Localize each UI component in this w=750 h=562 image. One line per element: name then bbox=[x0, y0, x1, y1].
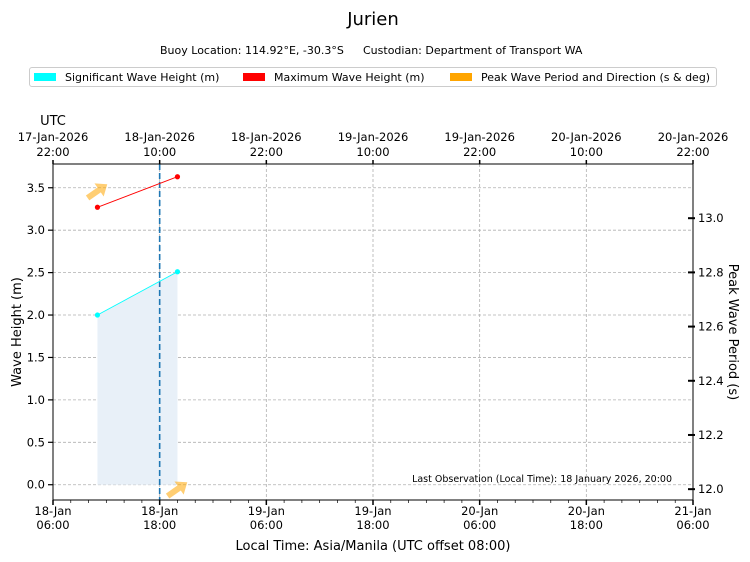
x-tick-time: 18:00 bbox=[356, 518, 389, 532]
direction-arrow bbox=[165, 481, 188, 499]
legend: Significant Wave Height (m) Maximum Wave… bbox=[29, 67, 717, 87]
arrow-shape bbox=[85, 183, 108, 201]
x-tick-date: 18-Jan bbox=[141, 504, 178, 518]
x-tick-time: 06:00 bbox=[250, 518, 283, 532]
legend-item-maximum: Maximum Wave Height (m) bbox=[243, 68, 425, 86]
y-right-tick-label: 12.4 bbox=[698, 374, 724, 388]
y-tick-label: 0.5 bbox=[27, 435, 45, 449]
top-tick-time: 22:00 bbox=[676, 145, 709, 159]
x-tick-date: 19-Jan bbox=[248, 504, 285, 518]
last-observation-annotation: Last Observation (Local Time): 18 Januar… bbox=[412, 474, 672, 485]
legend-item-significant: Significant Wave Height (m) bbox=[34, 68, 219, 86]
y-tick-label: 2.5 bbox=[27, 266, 45, 280]
top-tick-date: 18-Jan-2026 bbox=[231, 130, 302, 144]
top-tick-date: 17-Jan-2026 bbox=[18, 130, 89, 144]
y-right-tick-label: 12.2 bbox=[698, 428, 724, 442]
direction-arrow bbox=[85, 183, 108, 201]
custodian: Custodian: Department of Transport WA bbox=[363, 44, 583, 57]
y-axis-right: 12.0 12.2 12.4 12.6 12.8 13.0 bbox=[688, 211, 724, 496]
arrow-shape bbox=[165, 481, 188, 499]
top-tick-date: 18-Jan-2026 bbox=[124, 130, 195, 144]
top-tick-time: 22:00 bbox=[250, 145, 283, 159]
y-tick-label: 3.0 bbox=[27, 223, 45, 237]
x-tick-time: 06:00 bbox=[676, 518, 709, 532]
legend-label-significant: Significant Wave Height (m) bbox=[65, 70, 220, 84]
y-tick-label: 1.5 bbox=[27, 350, 45, 364]
series-point-0 bbox=[174, 269, 181, 275]
series-layer bbox=[94, 174, 181, 318]
y-axis-label: Wave Height (m) bbox=[10, 277, 25, 387]
legend-swatch-maximum bbox=[243, 73, 265, 81]
y-right-tick-label: 12.0 bbox=[698, 482, 724, 496]
top-tick-date: 20-Jan-2026 bbox=[658, 130, 729, 144]
y-right-tick-label: 12.6 bbox=[698, 320, 724, 334]
x-tick-time: 06:00 bbox=[463, 518, 496, 532]
legend-swatch-significant bbox=[34, 73, 56, 81]
direction-arrows bbox=[85, 183, 188, 499]
x-tick-date: 20-Jan bbox=[461, 504, 498, 518]
y-right-tick-label: 13.0 bbox=[698, 211, 724, 225]
y-right-tick-label: 12.8 bbox=[698, 265, 724, 279]
significant-wave-fill bbox=[97, 271, 178, 485]
x-tick-date: 19-Jan bbox=[354, 504, 391, 518]
y-tick-label: 0.0 bbox=[27, 478, 45, 492]
y-axis-right-label: Peak Wave Period (s) bbox=[725, 264, 740, 400]
x-axis-label: Local Time: Asia/Manila (UTC offset 08:0… bbox=[236, 539, 511, 554]
legend-item-peak: Peak Wave Period and Direction (s & deg) bbox=[450, 68, 710, 86]
x-tick-time: 18:00 bbox=[143, 518, 176, 532]
series-point-1 bbox=[174, 174, 181, 180]
top-tick-date: 19-Jan-2026 bbox=[444, 130, 515, 144]
y-axis: 0.0 0.5 1.0 1.5 2.0 2.5 3.0 3.5 bbox=[27, 181, 53, 492]
y-tick-label: 3.5 bbox=[27, 181, 45, 195]
x-tick-date: 21-Jan bbox=[674, 504, 711, 518]
legend-swatch-peak bbox=[450, 73, 472, 81]
series-point-1 bbox=[94, 204, 101, 210]
legend-label-maximum: Maximum Wave Height (m) bbox=[274, 70, 425, 84]
series-line-0 bbox=[97, 271, 178, 316]
chart-title: Jurien bbox=[346, 9, 399, 30]
buoy-location: Buoy Location: 114.92°E, -30.3°S bbox=[160, 44, 344, 57]
y-tick-label: 2.0 bbox=[27, 308, 45, 322]
x-axis: 18-Jan06:0018-Jan18:0019-Jan06:0019-Jan1… bbox=[34, 500, 712, 532]
top-tick-time: 10:00 bbox=[356, 145, 389, 159]
top-tick-time: 10:00 bbox=[143, 145, 176, 159]
top-tick-date: 20-Jan-2026 bbox=[551, 130, 622, 144]
top-tick-time: 10:00 bbox=[570, 145, 603, 159]
series-point-0 bbox=[94, 312, 101, 318]
x-tick-date: 18-Jan bbox=[34, 504, 71, 518]
top-tick-date: 19-Jan-2026 bbox=[338, 130, 409, 144]
wave-fill-layer bbox=[97, 271, 178, 485]
x-tick-time: 18:00 bbox=[570, 518, 603, 532]
x-tick-date: 20-Jan bbox=[568, 504, 605, 518]
x-tick-time: 06:00 bbox=[36, 518, 69, 532]
top-axis: 17-Jan-202622:0018-Jan-202610:0018-Jan-2… bbox=[18, 130, 729, 164]
series-line-1 bbox=[97, 176, 178, 208]
top-tick-time: 22:00 bbox=[463, 145, 496, 159]
legend-label-peak: Peak Wave Period and Direction (s & deg) bbox=[481, 70, 711, 84]
top-tick-time: 22:00 bbox=[36, 145, 69, 159]
y-tick-label: 1.0 bbox=[27, 393, 45, 407]
top-axis-label: UTC bbox=[40, 114, 66, 129]
